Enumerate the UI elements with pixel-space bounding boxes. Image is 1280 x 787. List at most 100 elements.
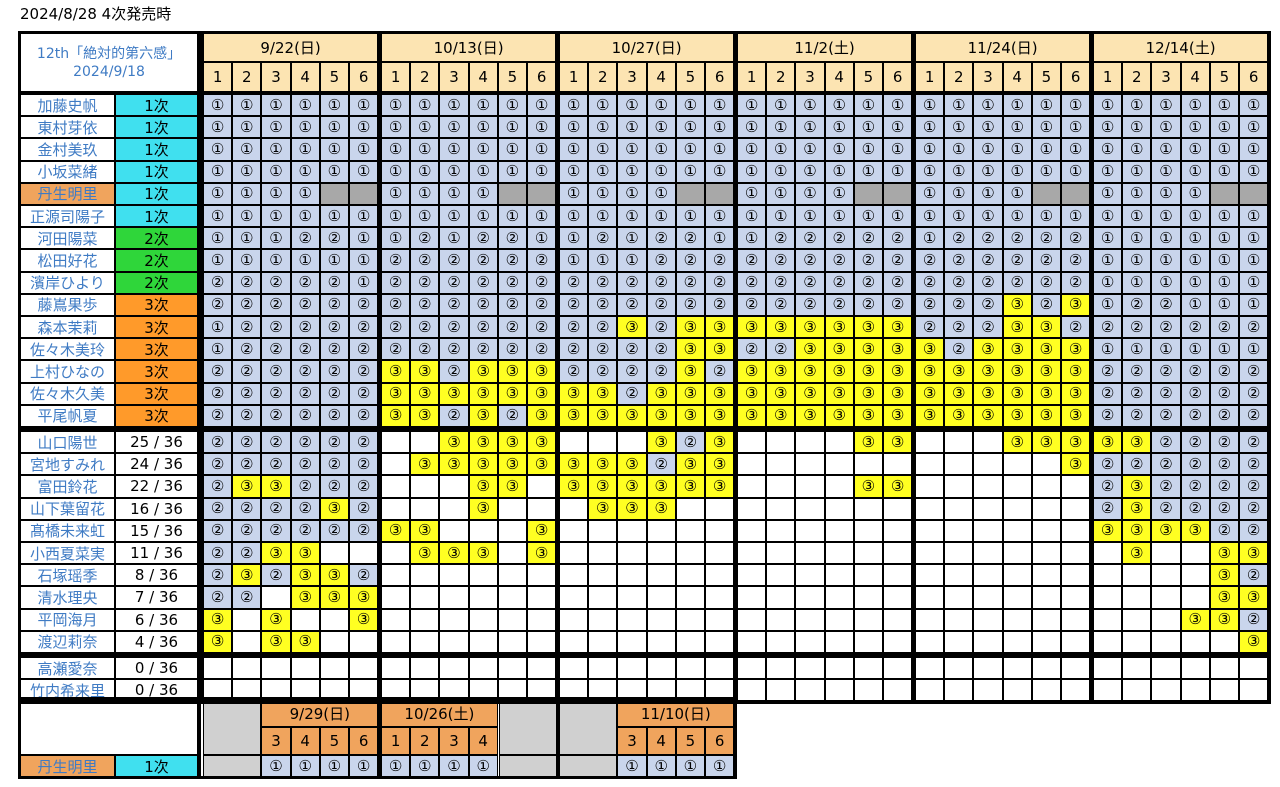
extra-part-number: 4 bbox=[647, 727, 676, 755]
slot-cell: ② bbox=[527, 338, 556, 360]
slot-cell: ③ bbox=[527, 383, 556, 405]
slot-cell: ① bbox=[1093, 94, 1122, 116]
slot-cell: ② bbox=[1181, 453, 1210, 475]
slot-cell bbox=[1032, 183, 1061, 205]
slot-cell: ③ bbox=[795, 316, 824, 338]
slot-cell: ③ bbox=[527, 431, 556, 453]
document-title: 2024/8/28 4次発売時 bbox=[20, 4, 171, 24]
slot-cell bbox=[469, 564, 498, 586]
slot-cell: ① bbox=[469, 183, 498, 205]
slot-cell: ① bbox=[203, 94, 232, 116]
slot-cell: ① bbox=[617, 138, 646, 160]
slot-cell: ② bbox=[232, 542, 261, 564]
slot-cell: ① bbox=[1181, 183, 1210, 205]
slot-cell: ① bbox=[559, 183, 588, 205]
slot-cell: ① bbox=[1061, 116, 1090, 138]
slot-cell bbox=[973, 453, 1002, 475]
extra-part-number: 5 bbox=[320, 727, 349, 755]
extra-part-number: 1 bbox=[381, 727, 410, 755]
slot-cell: ① bbox=[527, 161, 556, 183]
slot-cell bbox=[1122, 657, 1151, 679]
slot-cell bbox=[559, 657, 588, 679]
slot-cell: ③ bbox=[527, 405, 556, 427]
slot-cell: ② bbox=[1032, 227, 1061, 249]
slot-cell: ① bbox=[261, 227, 290, 249]
slot-cell: ② bbox=[676, 272, 705, 294]
slot-cell: ② bbox=[291, 272, 320, 294]
slot-cell bbox=[883, 631, 912, 653]
slot-cell bbox=[1032, 453, 1061, 475]
slot-cell: ① bbox=[232, 161, 261, 183]
slot-cell: ② bbox=[203, 294, 232, 316]
slot-cell bbox=[1061, 498, 1090, 520]
slot-cell: ③ bbox=[527, 520, 556, 542]
member-name: 金村美玖 bbox=[20, 138, 115, 160]
slot-cell: ③ bbox=[854, 431, 883, 453]
slot-cell: ② bbox=[349, 383, 378, 405]
slot-cell: ② bbox=[527, 316, 556, 338]
slot-cell: ③ bbox=[559, 383, 588, 405]
slot-cell: ① bbox=[1210, 227, 1239, 249]
slot-cell: ① bbox=[737, 205, 766, 227]
slot-cell: ③ bbox=[1093, 520, 1122, 542]
slot-cell: ① bbox=[1151, 161, 1180, 183]
slot-cell bbox=[410, 564, 439, 586]
slot-cell: ① bbox=[825, 116, 854, 138]
slot-cell: ① bbox=[469, 138, 498, 160]
slot-cell: ② bbox=[795, 272, 824, 294]
slot-cell: ① bbox=[1093, 138, 1122, 160]
slot-cell: ③ bbox=[854, 383, 883, 405]
slot-cell bbox=[705, 564, 734, 586]
slot-cell: ② bbox=[320, 520, 349, 542]
slot-cell: ① bbox=[588, 94, 617, 116]
slot-cell: ③ bbox=[1032, 338, 1061, 360]
member-name: 平尾帆夏 bbox=[20, 405, 115, 427]
extra-part-number: 6 bbox=[705, 727, 734, 755]
slot-cell bbox=[973, 679, 1002, 701]
slot-count: 6 / 36 bbox=[115, 609, 198, 631]
slot-cell: ② bbox=[766, 272, 795, 294]
slot-cell: ② bbox=[527, 272, 556, 294]
slot-cell bbox=[766, 498, 795, 520]
part-number-header: 1 bbox=[559, 62, 588, 92]
slot-cell: ① bbox=[1210, 161, 1239, 183]
slot-cell bbox=[647, 609, 676, 631]
slot-cell bbox=[617, 631, 646, 653]
slot-cell bbox=[1181, 679, 1210, 701]
slot-cell: ① bbox=[469, 161, 498, 183]
slot-cell bbox=[1122, 679, 1151, 701]
slot-cell: ① bbox=[588, 116, 617, 138]
slot-cell: ① bbox=[232, 205, 261, 227]
slot-cell bbox=[766, 542, 795, 564]
slot-cell: ① bbox=[766, 138, 795, 160]
slot-cell: ① bbox=[1093, 205, 1122, 227]
slot-cell: ③ bbox=[883, 316, 912, 338]
slot-cell bbox=[617, 657, 646, 679]
slot-cell bbox=[647, 586, 676, 608]
member-name: 髙橋未来虹 bbox=[20, 520, 115, 542]
slot-cell bbox=[647, 657, 676, 679]
slot-cell: ③ bbox=[617, 498, 646, 520]
slot-cell: ② bbox=[203, 360, 232, 382]
slot-cell: ② bbox=[883, 227, 912, 249]
slot-cell: ③ bbox=[410, 383, 439, 405]
slot-cell: ② bbox=[1032, 249, 1061, 271]
slot-cell bbox=[527, 657, 556, 679]
slot-cell: ① bbox=[588, 183, 617, 205]
slot-cell: ② bbox=[320, 227, 349, 249]
slot-cell: ② bbox=[1239, 360, 1268, 382]
slot-cell bbox=[320, 183, 349, 205]
slot-cell bbox=[1003, 498, 1032, 520]
part-number-header: 3 bbox=[1151, 62, 1180, 92]
slot-cell: ③ bbox=[410, 360, 439, 382]
slot-cell bbox=[439, 631, 468, 653]
slot-cell: ③ bbox=[883, 405, 912, 427]
extra-tier-badge: 1次 bbox=[115, 755, 198, 777]
slot-cell: ① bbox=[1181, 338, 1210, 360]
slot-cell: ① bbox=[705, 138, 734, 160]
slot-count: 11 / 36 bbox=[115, 542, 198, 564]
section-border bbox=[18, 653, 1271, 657]
slot-cell: ② bbox=[588, 294, 617, 316]
slot-cell: ① bbox=[203, 116, 232, 138]
slot-count: 4 / 36 bbox=[115, 631, 198, 653]
